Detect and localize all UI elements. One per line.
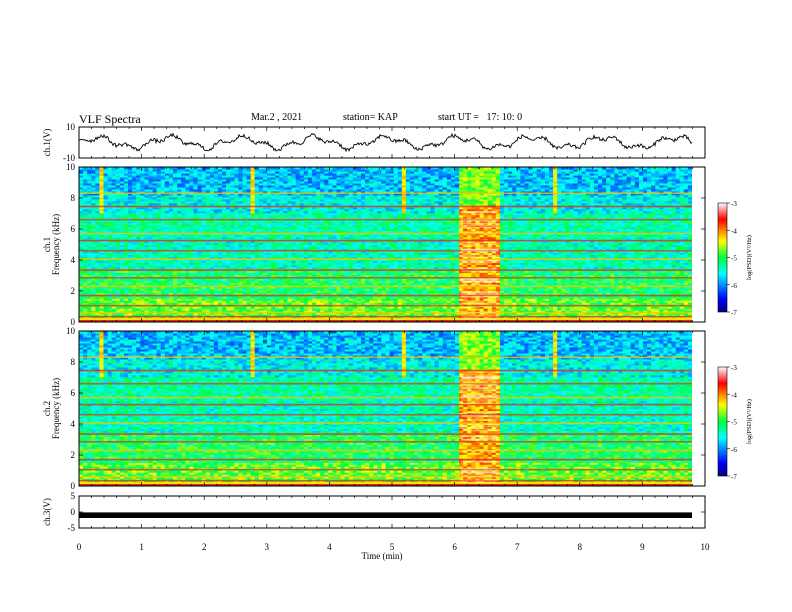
spectrogram-2-ytick-label-0: 0 (71, 481, 76, 491)
panel-frame-1 (78, 126, 706, 159)
spectrogram-2-ytick-label-3: 6 (71, 388, 76, 398)
xtick-label-4: 4 (327, 542, 332, 552)
spectrogram-2-ytick-label-4: 8 (71, 357, 76, 367)
x-axis-title: Time (min) (362, 551, 403, 561)
colorbar-2-tick-label-1: -4 (731, 391, 737, 399)
panel-2-xticks (78, 167, 706, 322)
spectrogram-2-ytick-label-2: 4 (71, 419, 76, 429)
station-label: station= KAP (343, 112, 398, 123)
colorbar-1-label: log(PSD)(V²/Hz) (746, 235, 753, 280)
spectrogram-2-channel-label: ch.2 (42, 401, 52, 416)
ch3-axis-label: ch.3(V) (42, 498, 52, 526)
colorbar-1-tick-label-1: -4 (731, 227, 737, 235)
colorbar-2-tick-label-4: -7 (731, 473, 737, 481)
spectrogram-1-cells (79, 167, 693, 323)
spectrogram-2-ytick-label-5: 10 (66, 326, 76, 336)
spectrogram-2-ytick-label-1: 2 (71, 450, 76, 460)
xtick-label-9: 9 (640, 542, 645, 552)
spectrogram-1-ytick-label-5: 10 (66, 162, 76, 172)
ch1-ytick-label-0: 10 (66, 122, 76, 132)
ch3-signal-band (79, 512, 692, 518)
xtick-label-5: 5 (390, 542, 395, 552)
colorbar-2-tick-label-2: -5 (731, 419, 737, 427)
xtick-label-0: 0 (77, 542, 82, 552)
spectrogram-2-burst (460, 373, 499, 483)
ch3-ytick-label-2: -5 (68, 523, 76, 533)
colorbar-2-label: log(PSD)(V²/Hz) (746, 399, 753, 444)
panel-1-xticks (78, 127, 706, 158)
spectrogram-1-ytick-label-1: 2 (71, 286, 76, 296)
colorbar-1-tick-label-2: -5 (731, 255, 737, 263)
ch1-axis-label: ch.1(V) (42, 129, 52, 157)
colorbar-1-tick-label-4: -7 (731, 309, 737, 317)
spectrogram-1-ytick-label-3: 6 (71, 224, 76, 234)
spectrogram-2-empty-margin (692, 331, 705, 486)
spectrogram-1-burst (460, 211, 499, 320)
ch1-ytick-label-1: -10 (63, 153, 75, 163)
xtick-label-2: 2 (202, 542, 207, 552)
spectrogram-2-cells (79, 331, 693, 487)
panel-4-xticks (78, 496, 706, 528)
spectrogram-2-lines (79, 356, 692, 486)
xtick-label-1: 1 (139, 542, 144, 552)
colorbar-2 (717, 366, 728, 477)
colorbar-2-tick-label-3: -6 (731, 446, 737, 454)
xtick-label-3: 3 (265, 542, 270, 552)
spectrogram-1-axis-label: Frequency (kHz) (51, 214, 61, 275)
panel-3-xticks (78, 331, 706, 486)
spectrogram-1-empty-margin (692, 167, 705, 322)
colorbar-2-tick-label-0: -3 (731, 364, 737, 372)
spectrogram-2-axis-label: Frequency (kHz) (51, 378, 61, 439)
spectrogram-1-lines (79, 192, 692, 322)
xtick-label-7: 7 (515, 542, 520, 552)
colorbar-1-tick-label-0: -3 (731, 200, 737, 208)
spectrogram-1-ytick-label-4: 8 (71, 193, 76, 203)
xtick-label-10: 10 (701, 542, 711, 552)
ch3-ytick-label-0: 5 (71, 491, 76, 501)
start-ut-label: start UT = 17: 10: 0 (438, 112, 522, 123)
date-label: Mar.2 , 2021 (251, 112, 302, 123)
colorbar-1-tick-label-3: -6 (731, 282, 737, 290)
xtick-label-8: 8 (578, 542, 583, 552)
xtick-label-6: 6 (452, 542, 457, 552)
spectrogram-1-ytick-label-2: 4 (71, 255, 76, 265)
colorbar-1 (717, 202, 728, 313)
spectrogram-1-ytick-label-0: 0 (71, 317, 76, 327)
spectrogram-1-channel-label: ch.1 (42, 237, 52, 252)
ch3-ytick-label-1: 0 (71, 507, 76, 517)
panel-frame-4 (78, 495, 706, 529)
ch1-waveform-line (78, 132, 693, 153)
figure-title: VLF Spectra (79, 112, 141, 127)
